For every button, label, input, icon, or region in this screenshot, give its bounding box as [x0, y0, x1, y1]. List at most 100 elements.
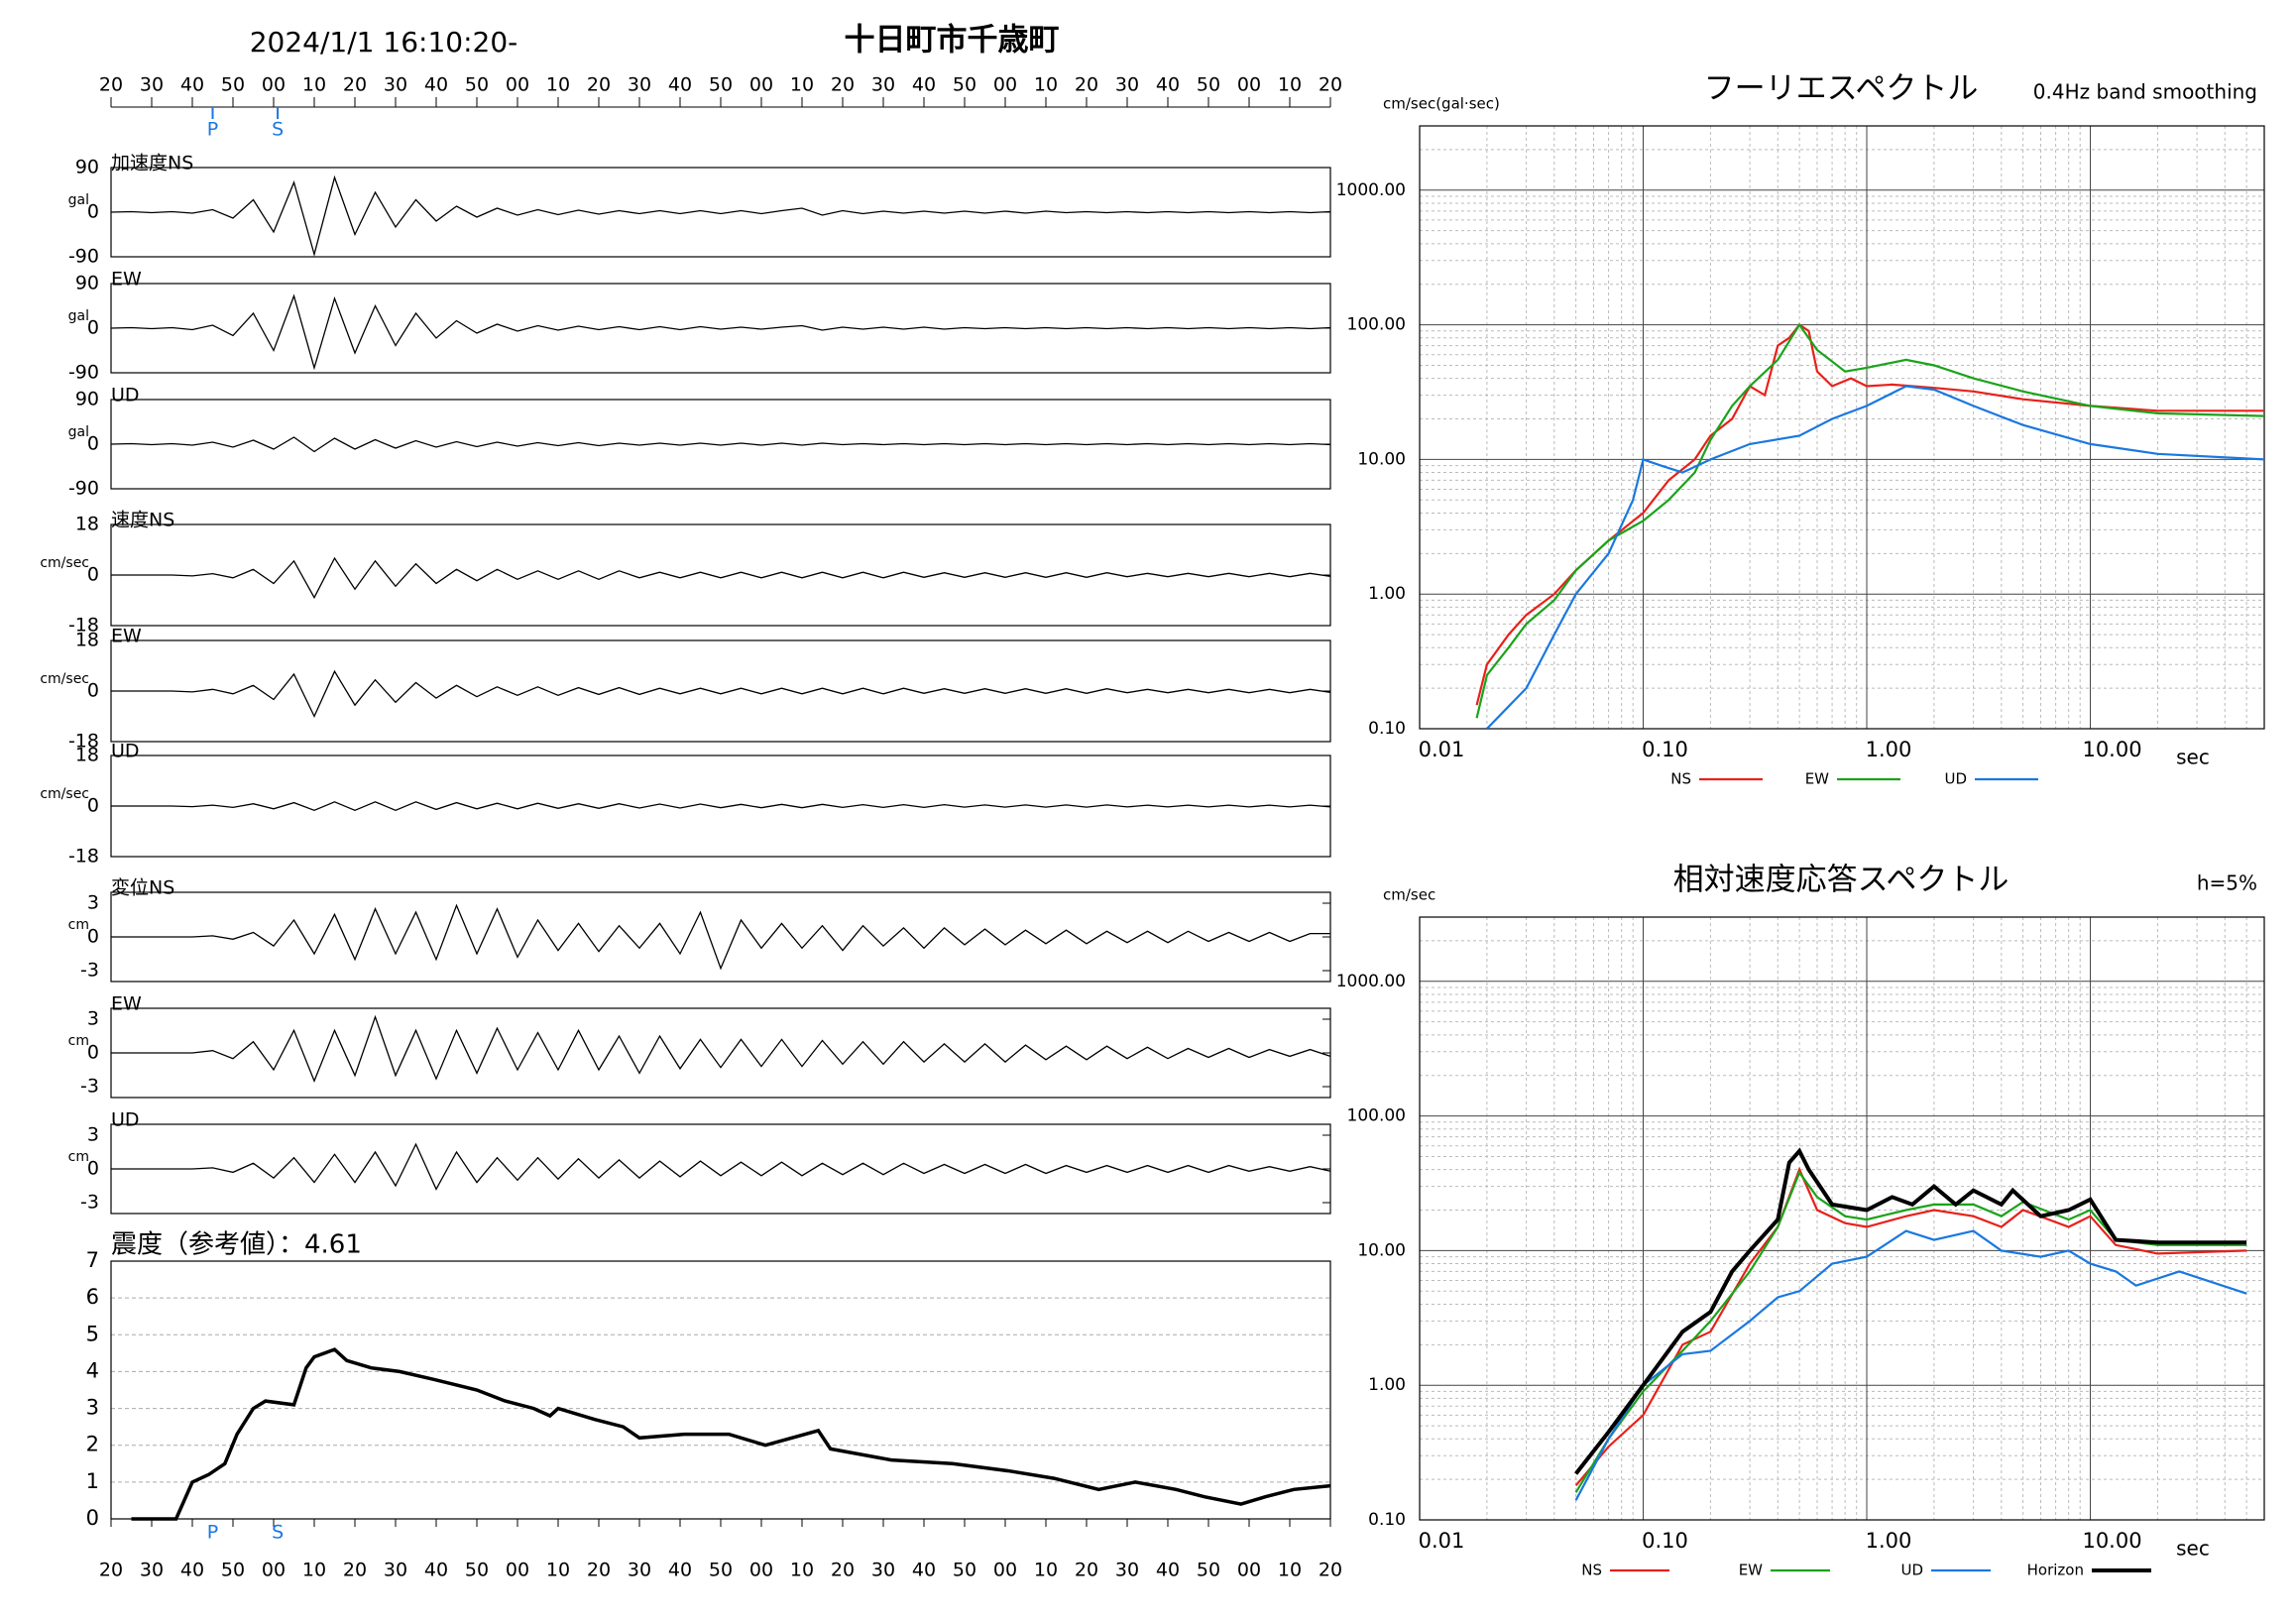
unit-label: gal	[68, 424, 89, 440]
chart-note: h=5%	[2197, 871, 2257, 895]
x-tick-label: 50	[221, 1560, 245, 1581]
spectrum-line	[1475, 322, 2264, 719]
y-tick-label: 100.00	[1347, 1106, 1406, 1126]
x-tick-label: 40	[912, 1560, 936, 1581]
x-tick-label: 20	[1075, 74, 1098, 96]
plot-frame	[1419, 125, 2265, 730]
y-tick-label: 0.10	[1368, 1510, 1406, 1530]
intensity-line	[131, 1347, 1331, 1521]
x-tick-label: 40	[424, 1560, 448, 1581]
x-tick-label: 40	[668, 1560, 692, 1581]
y-tick-label: 1.00	[1368, 1375, 1406, 1395]
x-tick-label: 20	[1075, 1560, 1098, 1581]
x-tick-label: 10	[790, 1560, 814, 1581]
x-tick-label: 10	[302, 74, 326, 96]
x-tick-label: 00	[506, 74, 529, 96]
panel-label: UD	[111, 1109, 140, 1131]
x-tick-label: 10.00	[2082, 738, 2141, 761]
x-tick-label: 10	[1278, 1560, 1302, 1581]
y-tick-label: 1	[86, 1469, 99, 1493]
y-tick-label: 0	[87, 317, 99, 339]
y-tick-label: -18	[68, 731, 99, 753]
legend-label: NS	[1670, 770, 1691, 788]
x-tick-label: 00	[1237, 74, 1261, 96]
y-tick-label: -90	[68, 362, 99, 384]
y-tick-label: -90	[68, 478, 99, 500]
waveform	[110, 174, 1331, 257]
y-tick-label: 1000.00	[1336, 972, 1406, 991]
y-tick-label: 3	[87, 1124, 99, 1146]
x-tick-label: 1.00	[1866, 738, 1912, 761]
plot-frame	[1419, 916, 2265, 1521]
x-tick-label: 00	[993, 74, 1017, 96]
x-tick-label: 10.00	[2082, 1529, 2141, 1553]
chart-title: フーリエスペクトル	[1704, 71, 1979, 107]
x-tick-label: 20	[831, 74, 855, 96]
y-tick-label: 100.00	[1347, 315, 1406, 335]
y-tick-label: 0	[87, 433, 99, 455]
panel-label: 加速度NS	[111, 153, 193, 174]
y-tick-label: -90	[68, 246, 99, 268]
phase-label: P	[207, 119, 218, 141]
x-tick-label: 10	[1278, 74, 1302, 96]
chart-title: 相対速度応答スペクトル	[1673, 863, 2009, 898]
x-tick-label: 0.10	[1642, 738, 1688, 761]
phase-label: S	[272, 1522, 284, 1544]
legend-label: NS	[1581, 1562, 1602, 1579]
y-tick-label: 1000.00	[1336, 180, 1406, 200]
panel-label: 速度NS	[111, 510, 174, 531]
x-tick-label: 40	[180, 1560, 204, 1581]
x-tick-label: 30	[628, 74, 651, 96]
x-tick-label: 10	[546, 1560, 570, 1581]
spectrum-line	[1574, 1147, 2247, 1475]
x-tick-label: 30	[871, 1560, 895, 1581]
spectrum-line	[1574, 1166, 2247, 1487]
x-tick-label: 30	[1115, 1560, 1139, 1581]
x-tick-label: 20	[343, 1560, 367, 1581]
x-tick-label: 00	[749, 1560, 773, 1581]
x-tick-label: 50	[1197, 74, 1220, 96]
panel-label: 変位NS	[111, 877, 174, 899]
y-tick-label: 0	[87, 201, 99, 223]
y-tick-label: 0	[87, 795, 99, 817]
x-tick-label: 30	[384, 1560, 407, 1581]
panel-label: EW	[111, 269, 142, 290]
x-tick-label: 10	[790, 74, 814, 96]
waveform	[111, 801, 1331, 812]
x-tick-label: 0.01	[1419, 1529, 1465, 1553]
panel-frame	[110, 1007, 1331, 1099]
y-tick-label: 18	[75, 745, 99, 766]
y-tick-label: 3	[87, 1008, 99, 1030]
unit-label: cm	[68, 917, 89, 933]
x-tick-label: 00	[993, 1560, 1017, 1581]
x-tick-label: 10	[302, 1560, 326, 1581]
x-tick-label: 50	[465, 1560, 489, 1581]
y-tick-label: 10.00	[1357, 1240, 1406, 1260]
legend-label: UD	[1944, 770, 1967, 788]
x-tick-label: 30	[384, 74, 407, 96]
panel-label: UD	[111, 741, 140, 762]
x-tick-label: 00	[262, 1560, 286, 1581]
legend-label: Horizon	[2027, 1562, 2084, 1579]
x-tick-label: 50	[1197, 1560, 1220, 1581]
spectrum-line	[1486, 385, 2264, 729]
y-tick-label: 0	[87, 564, 99, 586]
y-tick-label: 0	[87, 680, 99, 702]
x-tick-label: 30	[140, 74, 164, 96]
x-tick-label: 30	[1115, 74, 1139, 96]
x-tick-label: 50	[953, 1560, 976, 1581]
y-axis-unit: cm/sec(gal·sec)	[1383, 95, 1500, 113]
station-name: 十日町市千歳町	[845, 23, 1060, 58]
waveform	[111, 1014, 1331, 1084]
y-tick-label: 5	[86, 1322, 99, 1345]
spectrum-line	[1475, 323, 2264, 706]
y-tick-label: -3	[80, 960, 99, 982]
x-tick-label: 10	[1034, 1560, 1058, 1581]
x-tick-label: 40	[1156, 74, 1180, 96]
y-tick-label: 2	[86, 1433, 99, 1456]
phase-label: P	[207, 1522, 218, 1544]
x-axis-label: sec	[2176, 746, 2210, 769]
panel-label: UD	[111, 385, 140, 406]
x-tick-label: 40	[1156, 1560, 1180, 1581]
